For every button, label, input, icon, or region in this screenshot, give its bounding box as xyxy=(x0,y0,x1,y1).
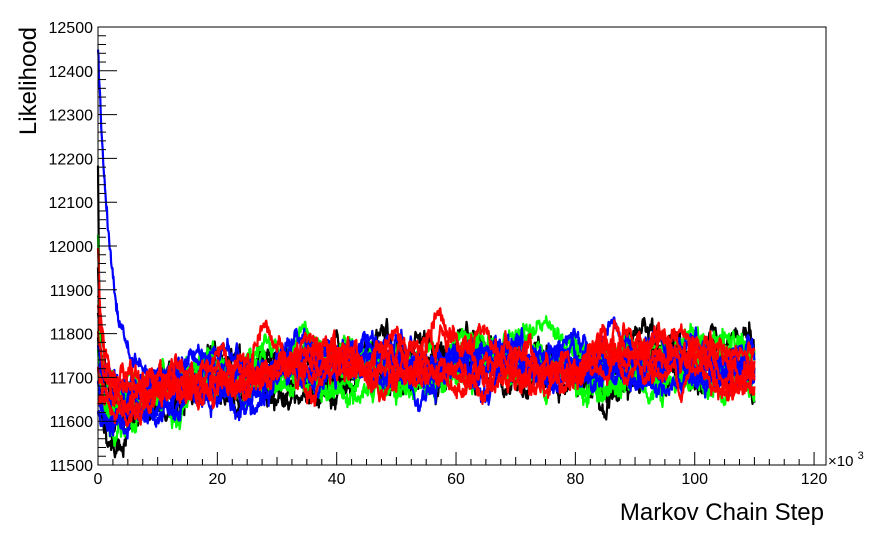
y-tick-label: 12500 xyxy=(49,20,94,37)
y-tick-label: 12000 xyxy=(49,239,94,256)
chain-line xyxy=(97,334,756,424)
chain-line xyxy=(96,165,756,459)
x-tick-label: 100 xyxy=(681,471,708,488)
y-tick-label: 11900 xyxy=(50,283,93,300)
chain-line xyxy=(96,304,756,401)
y-tick-label: 11800 xyxy=(50,327,93,344)
x-axis-multiplier: ×10 3 xyxy=(828,450,864,470)
series-layer xyxy=(96,49,756,459)
x-tick-label: 60 xyxy=(447,471,465,488)
x-tick-label: 20 xyxy=(208,471,226,488)
y-tick-label: 11500 xyxy=(50,458,93,475)
x-axis-multiplier-exponent: 3 xyxy=(858,450,864,462)
y-tick-label: 11600 xyxy=(50,414,93,431)
y-tick-label: 12300 xyxy=(49,108,94,125)
y-tick-label: 12400 xyxy=(49,64,94,81)
y-axis-title: Likelihood xyxy=(15,27,42,135)
x-tick-label: 80 xyxy=(566,471,584,488)
y-tick-label: 12200 xyxy=(49,151,94,168)
x-axis-multiplier-base: ×10 xyxy=(828,453,853,470)
x-tick-label: 40 xyxy=(328,471,346,488)
y-tick-label: 12100 xyxy=(49,195,94,212)
x-tick-label: 0 xyxy=(94,471,103,488)
x-tick-label: 120 xyxy=(801,471,828,488)
y-tick-label: 11700 xyxy=(50,370,93,387)
x-axis-title: Markov Chain Step xyxy=(620,499,824,526)
ticks-layer: 0 20 40 60 80 100 120 11500 11600 11700 11800 11900… xyxy=(49,20,828,488)
